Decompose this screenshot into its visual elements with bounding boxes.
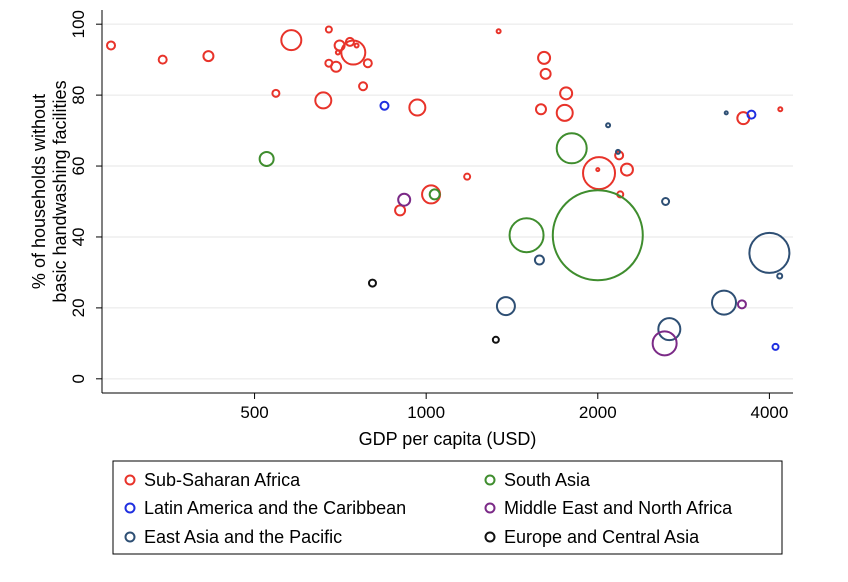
series-3 [258,132,644,282]
data-point [258,150,275,167]
x-tick-label-4000: 4000 [750,403,788,422]
data-point [491,335,500,344]
y-ticks: 0 20 40 60 80 100 [69,10,102,384]
gridlines [102,23,793,380]
data-point [539,67,552,80]
data-point [271,88,281,98]
legend-marker [484,474,496,486]
legend-marker [124,502,136,514]
data-point [367,278,377,288]
data-point [358,81,369,92]
y-axis-title: % of households without basic handwashin… [29,80,70,302]
data-point [559,86,574,101]
data-point [537,50,552,65]
data-point [330,60,343,73]
y-tick-label-80: 80 [69,86,88,105]
data-point [551,189,644,282]
data-point [582,156,617,191]
series-4 [397,192,747,357]
data-point [746,109,757,120]
data-point [595,167,601,173]
data-point [495,28,502,35]
data-point [534,103,547,116]
data-point [614,148,621,155]
legend-label: South Asia [504,470,591,490]
data-point [657,317,682,342]
data-point [771,342,780,351]
data-point [508,217,545,254]
data-point [397,192,412,207]
data-point [202,50,215,63]
data-point [379,100,390,111]
data-point [394,204,407,217]
data-point [711,289,738,316]
x-tick-label-1000: 1000 [407,403,445,422]
data-point [362,58,373,69]
data-point [736,299,747,310]
data-point [619,162,634,177]
data-point [605,122,612,129]
legend-marker [484,531,496,543]
legend-marker [124,474,136,486]
legend-marker [484,502,496,514]
series-2 [495,110,791,342]
data-point [344,36,355,47]
legend-entry-1: Latin America and the Caribbean [124,498,406,518]
data-point [157,54,168,65]
legend-entry-4: Middle East and North Africa [484,498,733,518]
data-points [106,25,791,357]
legend: Sub-Saharan Africa South Asia Latin Americ… [112,460,783,555]
data-point [463,172,472,181]
x-tick-label-500: 500 [240,403,268,422]
legend-entry-0: Sub-Saharan Africa [124,470,301,490]
series-5 [367,278,500,344]
data-point [533,254,545,266]
x-tick-label-2000: 2000 [579,403,617,422]
legend-label: Middle East and North Africa [504,498,733,518]
data-point [280,29,303,52]
axes [101,10,793,394]
data-point [353,42,360,49]
data-point [555,103,574,122]
data-point [421,184,442,205]
x-ticks: 500 1000 2000 4000 [240,393,788,422]
legend-label: East Asia and the Pacific [144,527,342,547]
data-point [428,188,441,201]
legend-label: Latin America and the Caribbean [144,498,406,518]
data-point [555,132,588,165]
data-point [408,98,427,117]
data-point [651,330,678,357]
y-tick-label-60: 60 [69,157,88,176]
legend-entry-3: South Asia [484,470,591,490]
series-0 [106,25,784,217]
legend-label: Europe and Central Asia [504,527,700,547]
y-tick-label-100: 100 [69,10,88,38]
legend-entry-2: East Asia and the Pacific [124,527,342,547]
y-tick-label-0: 0 [69,374,88,383]
data-point [777,106,784,113]
legend-marker [124,531,136,543]
series-1 [379,100,780,351]
data-point [324,25,333,34]
y-axis-title-line-1: % of households without [29,94,49,289]
data-point [776,272,784,280]
data-point [661,197,671,206]
legend-box [112,460,783,555]
data-point [334,49,341,56]
data-point [314,91,333,110]
data-point [106,40,117,51]
y-tick-label-40: 40 [69,228,88,247]
data-point [495,296,516,317]
y-tick-label-20: 20 [69,298,88,317]
data-point [723,110,729,116]
x-axis-title: GDP per capita (USD) [359,429,537,449]
legend-label: Sub-Saharan Africa [144,470,301,490]
y-axis-title-line-2: basic handwashing facilities [50,80,70,302]
legend-entry-5: Europe and Central Asia [484,527,700,547]
data-point [748,231,791,274]
